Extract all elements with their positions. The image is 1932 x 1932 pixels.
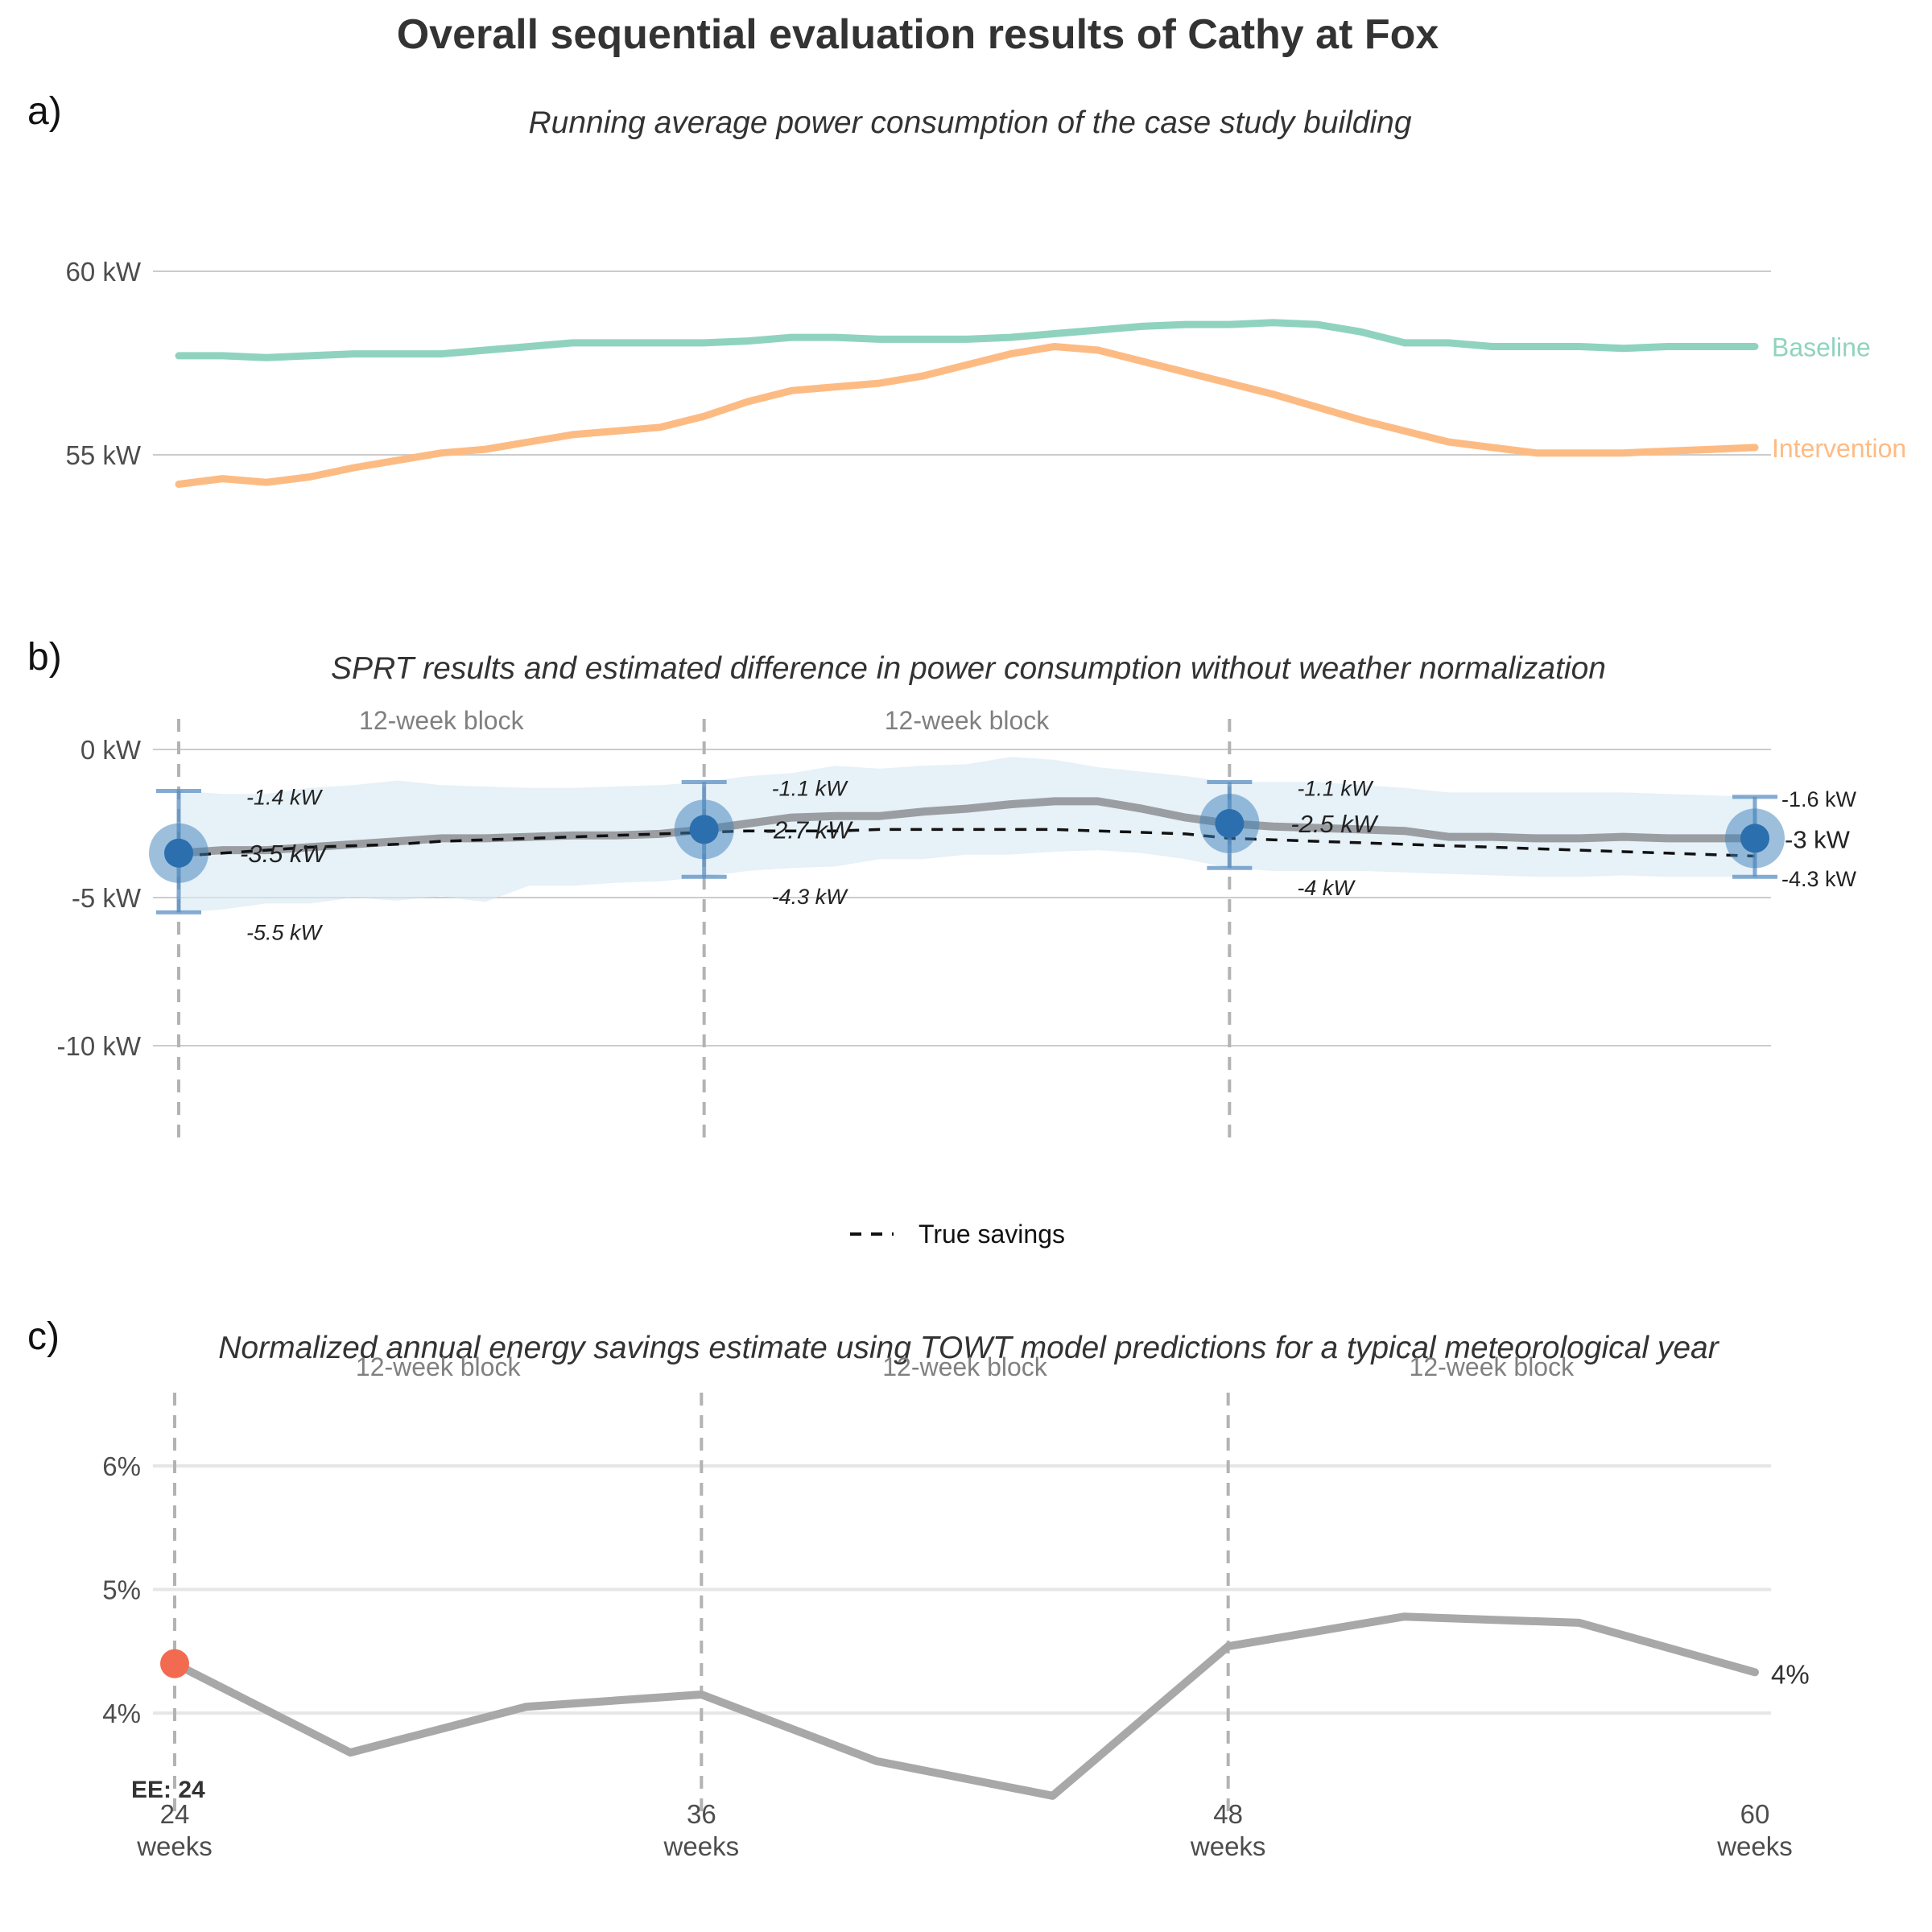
y-tick-label-c-2: 6% bbox=[102, 1451, 141, 1481]
checkpoint-lower-label-1: -4.3 kW bbox=[772, 885, 849, 909]
x-tick-unit-0: weeks bbox=[136, 1831, 213, 1861]
y-tick-label-c-1: 5% bbox=[102, 1575, 141, 1605]
x-tick-label-3: 60 bbox=[1740, 1799, 1770, 1829]
panel-c: c) Normalized annual energy savings esti… bbox=[27, 1315, 1810, 1861]
panel-b-tag: b) bbox=[27, 636, 62, 679]
block-label-b-0: 12-week block bbox=[359, 706, 525, 735]
y-tick-label-a-0: 55 kW bbox=[65, 440, 141, 470]
panel-c-title: Normalized annual energy savings estimat… bbox=[218, 1331, 1719, 1365]
checkpoint-point-0 bbox=[164, 838, 193, 868]
panel-a-series-labels: Baseline Intervention bbox=[1772, 332, 1906, 462]
checkpoint-upper-label-3: -1.6 kW bbox=[1781, 787, 1857, 811]
checkpoint-estimate-label-3: -3 kW bbox=[1785, 825, 1851, 853]
block-label-c-0: 12-week block bbox=[356, 1352, 522, 1381]
block-label-c-1: 12-week block bbox=[882, 1352, 1048, 1381]
early-estimate-marker bbox=[160, 1649, 189, 1678]
y-tick-label-b-1: -5 kW bbox=[72, 883, 142, 913]
panel-a-series bbox=[175, 319, 1759, 488]
panel-a-gridlines: 55 kW 60 kW bbox=[65, 257, 1771, 470]
panel-b: b) SPRT results and estimated difference… bbox=[27, 636, 1857, 1249]
series-label-intervention: Intervention bbox=[1772, 434, 1906, 463]
panel-c-gridlines: 4% 5% 6% bbox=[102, 1451, 1771, 1728]
x-tick-label-0: 24 bbox=[160, 1799, 190, 1829]
checkpoint-lower-label-0: -5.5 kW bbox=[246, 920, 324, 944]
checkpoint-point-2 bbox=[1215, 809, 1245, 838]
checkpoint-upper-label-0: -1.4 kW bbox=[246, 786, 324, 810]
checkpoint-point-3 bbox=[1740, 824, 1769, 853]
confidence-band bbox=[179, 757, 1755, 913]
panel-a: a) Running average power consumption of … bbox=[27, 90, 1906, 488]
y-tick-label-b-0: 0 kW bbox=[80, 735, 142, 765]
panel-c-series bbox=[160, 1612, 1759, 1800]
panel-b-series bbox=[175, 797, 1759, 858]
checkpoint-estimate-label-0: -3.5 kW bbox=[240, 840, 328, 868]
checkpoint-upper-label-1: -1.1 kW bbox=[772, 776, 849, 800]
panel-b-title: SPRT results and estimated difference in… bbox=[331, 651, 1606, 686]
end-value-label: 4% bbox=[1771, 1659, 1810, 1689]
series-line-intervention bbox=[175, 343, 1759, 488]
block-label-c-2: 12-week block bbox=[1410, 1352, 1575, 1381]
x-tick-unit-3: weeks bbox=[1716, 1831, 1793, 1861]
panel-a-title: Running average power consumption of the… bbox=[528, 105, 1411, 140]
panel-b-checkpoints bbox=[149, 779, 1785, 914]
x-tick-label-1: 36 bbox=[687, 1799, 716, 1829]
panel-b-confidence-band bbox=[179, 757, 1755, 913]
panel-b-legend: True savings bbox=[850, 1220, 1065, 1249]
y-tick-label-a-1: 60 kW bbox=[65, 257, 141, 287]
checkpoint-point-1 bbox=[689, 815, 719, 844]
y-tick-label-c-0: 4% bbox=[102, 1699, 141, 1728]
panel-b-labels: 12-week block 12-week block -1.4 kW -5.5 kW… bbox=[240, 706, 1857, 944]
checkpoint-estimate-label-1: -2.7 kW bbox=[766, 815, 854, 844]
y-tick-label-b-2: -10 kW bbox=[56, 1031, 141, 1061]
x-tick-unit-1: weeks bbox=[663, 1831, 740, 1861]
legend-true-savings-label: True savings bbox=[919, 1220, 1065, 1249]
panel-c-tag: c) bbox=[27, 1315, 60, 1358]
checkpoint-lower-label-2: -4 kW bbox=[1297, 876, 1356, 900]
panel-c-annotation: EE: 24 bbox=[131, 1777, 205, 1803]
figure-title: Overall sequential evaluation results of… bbox=[397, 11, 1439, 58]
x-tick-unit-2: weeks bbox=[1190, 1831, 1266, 1861]
savings-line bbox=[171, 1612, 1759, 1800]
panel-c-block-dividers bbox=[173, 1393, 1230, 1811]
series-line-baseline bbox=[175, 319, 1759, 361]
panel-a-tag: a) bbox=[27, 90, 62, 133]
block-label-b-1: 12-week block bbox=[885, 706, 1051, 735]
panel-c-labels: 12-week block 12-week block 12-week block 4… bbox=[356, 1352, 1810, 1689]
x-tick-label-2: 48 bbox=[1213, 1799, 1243, 1829]
checkpoint-estimate-label-2: -2.5 kW bbox=[1290, 810, 1379, 838]
series-label-baseline: Baseline bbox=[1772, 332, 1871, 361]
checkpoint-upper-label-2: -1.1 kW bbox=[1297, 776, 1374, 800]
checkpoint-lower-label-3: -4.3 kW bbox=[1781, 867, 1857, 891]
estimate-line bbox=[175, 797, 1759, 857]
